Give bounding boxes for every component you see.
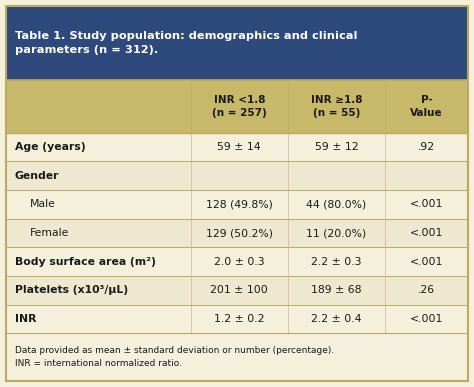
- Text: INR: INR: [15, 314, 36, 324]
- Text: 1.2 ± 0.2: 1.2 ± 0.2: [214, 314, 264, 324]
- Text: <.001: <.001: [410, 257, 443, 267]
- Text: INR ≥1.8
(n = 55): INR ≥1.8 (n = 55): [310, 95, 362, 118]
- Bar: [6, 248, 468, 276]
- Text: 11 (20.0%): 11 (20.0%): [306, 228, 366, 238]
- Bar: [6, 305, 468, 334]
- Text: <.001: <.001: [410, 314, 443, 324]
- Bar: [6, 80, 468, 133]
- Text: 128 (49.8%): 128 (49.8%): [206, 199, 273, 209]
- Text: 59 ± 14: 59 ± 14: [218, 142, 261, 152]
- Text: INR <1.8
(n = 257): INR <1.8 (n = 257): [212, 95, 267, 118]
- Bar: [6, 6, 468, 80]
- Bar: [6, 219, 468, 248]
- Text: .92: .92: [418, 142, 435, 152]
- Text: .26: .26: [418, 286, 435, 296]
- Text: 2.2 ± 0.3: 2.2 ± 0.3: [311, 257, 362, 267]
- Text: 59 ± 12: 59 ± 12: [315, 142, 358, 152]
- Text: 189 ± 68: 189 ± 68: [311, 286, 362, 296]
- Bar: [6, 190, 468, 219]
- Text: Female: Female: [30, 228, 69, 238]
- Bar: [6, 334, 468, 381]
- Text: Body surface area (m²): Body surface area (m²): [15, 257, 155, 267]
- Text: <.001: <.001: [410, 228, 443, 238]
- Text: 44 (80.0%): 44 (80.0%): [306, 199, 366, 209]
- Text: 2.0 ± 0.3: 2.0 ± 0.3: [214, 257, 264, 267]
- Text: Platelets (x10³/μL): Platelets (x10³/μL): [15, 286, 128, 296]
- Text: 201 ± 100: 201 ± 100: [210, 286, 268, 296]
- Text: Gender: Gender: [15, 171, 59, 181]
- Text: Table 1. Study population: demographics and clinical
parameters (n = 312).: Table 1. Study population: demographics …: [15, 31, 357, 55]
- Text: Male: Male: [30, 199, 55, 209]
- Bar: [6, 276, 468, 305]
- Bar: [6, 161, 468, 190]
- Text: 129 (50.2%): 129 (50.2%): [206, 228, 273, 238]
- Text: <.001: <.001: [410, 199, 443, 209]
- Text: Data provided as mean ± standard deviation or number (percentage).
INR = interna: Data provided as mean ± standard deviati…: [15, 346, 334, 368]
- Text: Age (years): Age (years): [15, 142, 85, 152]
- Bar: [6, 133, 468, 161]
- Text: P-
Value: P- Value: [410, 95, 443, 118]
- Text: 2.2 ± 0.4: 2.2 ± 0.4: [311, 314, 362, 324]
